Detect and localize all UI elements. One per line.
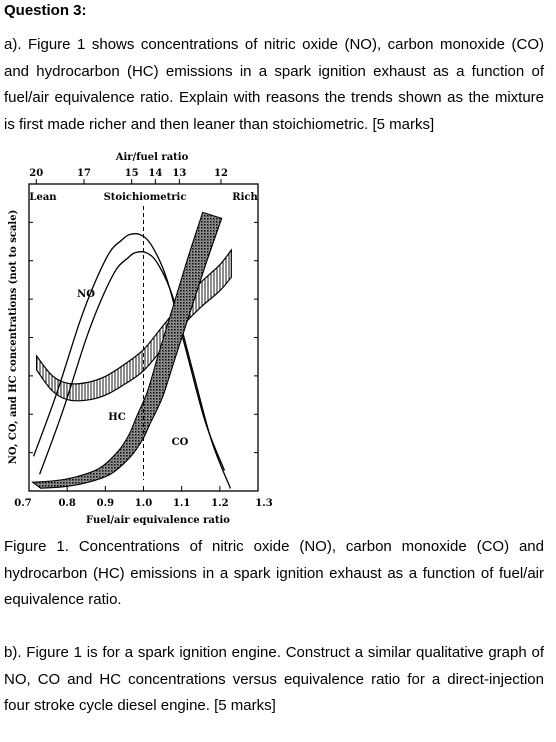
top-tick-label: 17 bbox=[77, 168, 91, 179]
x-tick-label: 1.1 bbox=[173, 498, 190, 509]
top-tick-label: 20 bbox=[29, 168, 43, 179]
series-label-no: NO bbox=[77, 289, 95, 300]
emissions-figure: Air/fuel ratio 20 17 15 14 13 12 Lean Stoichi… bbox=[8, 152, 273, 526]
x-axis-label: Fuel/air equivalence ratio bbox=[86, 515, 230, 526]
top-tick-label: 13 bbox=[172, 168, 186, 179]
x-tick-label: 0.7 bbox=[14, 498, 31, 509]
top-tick-label: 15 bbox=[125, 168, 139, 179]
hc-band bbox=[36, 248, 232, 402]
series-label-hc: HC bbox=[108, 412, 125, 423]
series-label-co: CO bbox=[172, 437, 189, 448]
part-b-text: b). Figure 1 is for a spark ignition eng… bbox=[4, 644, 544, 714]
top-axis-label: Air/fuel ratio bbox=[115, 152, 189, 163]
top-tick-label: 14 bbox=[148, 168, 162, 179]
figure-caption: Figure 1. Concentrations of nitric oxide… bbox=[4, 538, 544, 608]
part-a-text: a). Figure 1 shows concentrations of nit… bbox=[4, 36, 544, 133]
x-tick-label: 0.9 bbox=[97, 498, 114, 509]
top-tick-label: 12 bbox=[214, 168, 228, 179]
question-title: Question 3: bbox=[4, 2, 87, 19]
x-tick-label: 1.2 bbox=[211, 498, 228, 509]
stoich-label: Stoichiometric bbox=[104, 192, 187, 203]
x-tick-label: 1.3 bbox=[255, 498, 272, 509]
y-axis-label: NO, CO, and HC concentrations (not to sc… bbox=[8, 210, 19, 465]
rich-label: Rich bbox=[232, 192, 258, 203]
no-curve-upper bbox=[32, 233, 226, 471]
x-tick-label: 1.0 bbox=[135, 498, 152, 509]
no-curve-lower bbox=[38, 251, 232, 489]
lean-label: Lean bbox=[29, 192, 57, 203]
x-tick-label: 0.8 bbox=[58, 498, 75, 509]
co-band bbox=[31, 211, 223, 489]
